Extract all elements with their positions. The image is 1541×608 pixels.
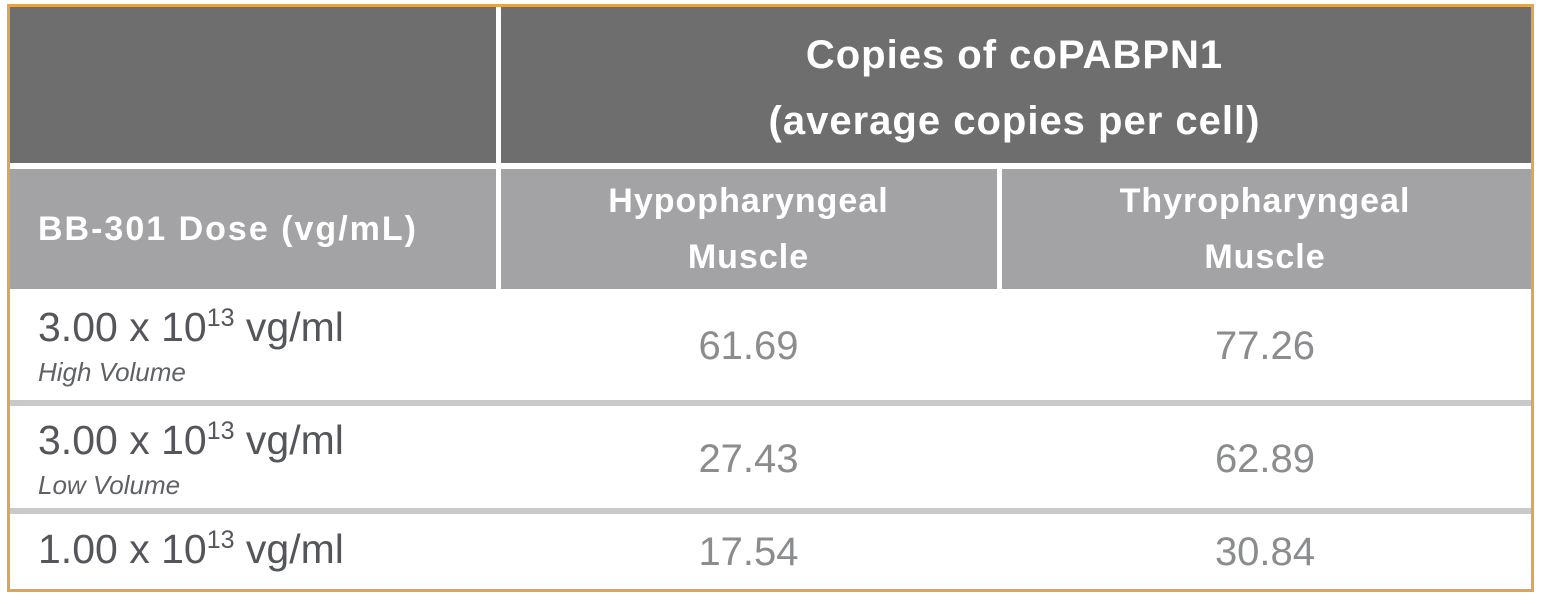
value-cell-hypopharyngeal-row2: 27.43 bbox=[498, 403, 999, 515]
hypopharyngeal-header-line1: Hypopharyngeal bbox=[608, 182, 889, 220]
table-title-line2: (average copies per cell) bbox=[768, 99, 1261, 143]
dose-unit: vg/ml bbox=[234, 417, 344, 463]
thyropharyngeal-header-line2: Muscle bbox=[1204, 238, 1326, 276]
volume-label-high: High Volume bbox=[38, 357, 186, 387]
dose-cell-1e13: 1.00 x 1013 vg/ml bbox=[10, 515, 498, 589]
copabpn1-results-table: Copies of coPABPN1 (average copies per c… bbox=[7, 4, 1534, 592]
header-row-divider bbox=[10, 163, 1531, 169]
value-hypopharyngeal-row2: 27.43 bbox=[698, 436, 799, 481]
table-grid: Copies of coPABPN1 (average copies per c… bbox=[10, 7, 1531, 589]
empty-corner-cell bbox=[10, 7, 498, 169]
thyropharyngeal-header-line1: Thyropharyngeal bbox=[1119, 182, 1411, 220]
value-cell-hypopharyngeal-row1: 61.69 bbox=[498, 289, 999, 403]
dose-exponent: 13 bbox=[206, 417, 235, 445]
dose-cell-high-volume: 3.00 x 1013 vg/ml High Volume bbox=[10, 289, 498, 403]
dose-base: 1.00 x 10 bbox=[38, 526, 207, 572]
volume-label-low: Low Volume bbox=[38, 470, 181, 500]
dose-base: 3.00 x 10 bbox=[38, 417, 207, 463]
dose-base: 3.00 x 10 bbox=[38, 304, 207, 350]
value-thyropharyngeal-row2: 62.89 bbox=[1214, 436, 1316, 481]
column-divider-2 bbox=[997, 164, 1002, 289]
dose-column-header-cell: BB-301 Dose (vg/mL) bbox=[10, 169, 498, 289]
table-title-cell: Copies of coPABPN1 (average copies per c… bbox=[498, 7, 1531, 169]
value-hypopharyngeal-row3: 17.54 bbox=[698, 529, 799, 574]
dose-value-1e13: 1.00 x 1013 vg/ml bbox=[38, 526, 344, 578]
thyropharyngeal-column-header-cell: Thyropharyngeal Muscle bbox=[999, 169, 1531, 289]
dose-unit: vg/ml bbox=[234, 526, 344, 572]
hypopharyngeal-column-header-cell: Hypopharyngeal Muscle bbox=[498, 169, 999, 289]
dose-exponent: 13 bbox=[206, 304, 235, 332]
table-title-line1: Copies of coPABPN1 bbox=[805, 33, 1224, 77]
column-divider-1 bbox=[496, 7, 501, 289]
dose-column-header-label: BB-301 Dose (vg/mL) bbox=[38, 209, 418, 248]
value-cell-hypopharyngeal-row3: 17.54 bbox=[498, 515, 999, 589]
row-divider-1 bbox=[10, 400, 1531, 406]
value-cell-thyropharyngeal-row1: 77.26 bbox=[999, 289, 1531, 403]
dose-value-low-volume: 3.00 x 1013 vg/ml bbox=[38, 417, 344, 469]
row-divider-2 bbox=[10, 508, 1531, 514]
dose-unit: vg/ml bbox=[234, 304, 344, 350]
dose-exponent: 13 bbox=[206, 526, 235, 554]
value-thyropharyngeal-row3: 30.84 bbox=[1214, 529, 1316, 574]
value-thyropharyngeal-row1: 77.26 bbox=[1214, 323, 1316, 368]
dose-value-high-volume: 3.00 x 1013 vg/ml bbox=[38, 304, 344, 356]
value-cell-thyropharyngeal-row2: 62.89 bbox=[999, 403, 1531, 515]
dose-cell-low-volume: 3.00 x 1013 vg/ml Low Volume bbox=[10, 403, 498, 515]
hypopharyngeal-header-line2: Muscle bbox=[687, 238, 810, 276]
value-hypopharyngeal-row1: 61.69 bbox=[698, 323, 799, 368]
value-cell-thyropharyngeal-row3: 30.84 bbox=[999, 515, 1531, 589]
